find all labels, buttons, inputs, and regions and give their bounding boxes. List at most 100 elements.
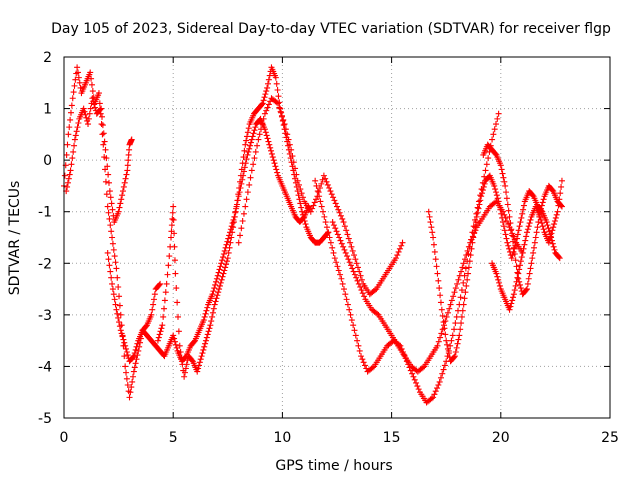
data-point — [173, 285, 180, 292]
data-point — [129, 378, 136, 385]
data-point — [434, 270, 441, 277]
data-point — [462, 289, 469, 296]
data-point — [177, 348, 184, 355]
data-point — [496, 202, 503, 209]
data-point — [128, 384, 135, 391]
y-tick-label: -2 — [38, 256, 52, 272]
data-point — [125, 151, 132, 158]
data-point — [126, 394, 133, 401]
data-point — [99, 113, 106, 120]
data-point — [105, 171, 112, 178]
data-point — [439, 312, 446, 319]
data-point — [471, 229, 478, 236]
data-point — [517, 258, 524, 265]
data-point — [457, 326, 464, 333]
data-point — [508, 300, 515, 307]
data-point — [510, 244, 517, 251]
x-axis-title: GPS time / hours — [275, 458, 392, 474]
data-point — [120, 183, 127, 190]
data-point — [74, 64, 81, 71]
data-point — [550, 224, 557, 231]
data-point — [230, 224, 237, 231]
data-point — [171, 257, 178, 264]
data-point — [409, 370, 416, 377]
data-point — [510, 233, 517, 240]
data-point — [470, 223, 477, 230]
data-point — [316, 184, 323, 191]
data-point — [236, 184, 243, 191]
data-point — [125, 157, 132, 164]
data-point — [356, 347, 363, 354]
data-point — [527, 265, 534, 272]
data-point — [459, 264, 466, 271]
data-point — [241, 164, 248, 171]
data-point — [121, 179, 128, 186]
data-point — [75, 74, 82, 81]
data-point — [245, 148, 252, 155]
data-point — [343, 296, 350, 303]
data-point — [313, 196, 320, 203]
data-point — [237, 232, 244, 239]
data-point — [89, 88, 96, 95]
data-point — [492, 199, 499, 206]
data-point — [348, 243, 355, 250]
data-point — [356, 268, 363, 275]
data-point — [399, 239, 406, 246]
data-point — [249, 133, 256, 140]
data-point — [503, 189, 510, 196]
data-point — [512, 282, 519, 289]
data-point — [316, 193, 323, 200]
data-point — [463, 282, 470, 289]
data-point — [171, 335, 178, 342]
data-point — [518, 254, 525, 261]
data-point — [194, 368, 201, 375]
data-point — [295, 181, 302, 188]
data-point — [123, 375, 130, 382]
data-point — [203, 307, 210, 314]
data-point — [248, 136, 255, 143]
data-point — [251, 155, 258, 162]
data-point — [67, 116, 74, 123]
data-point — [109, 234, 116, 241]
data-point — [454, 280, 461, 287]
data-point — [212, 281, 219, 288]
data-point — [64, 141, 71, 148]
data-point — [69, 155, 76, 162]
data-point — [521, 241, 528, 248]
data-point — [150, 296, 157, 303]
data-point — [297, 200, 304, 207]
data-point — [311, 199, 318, 206]
data-point — [123, 369, 130, 376]
data-point — [251, 127, 258, 134]
data-point — [98, 105, 105, 112]
data-point — [300, 214, 307, 221]
data-point — [248, 167, 255, 174]
data-point — [130, 353, 137, 360]
data-point — [510, 291, 517, 298]
data-point — [504, 239, 511, 246]
data-point — [374, 310, 381, 317]
data-point — [358, 276, 365, 283]
data-point — [337, 271, 344, 278]
data-point — [255, 136, 262, 143]
data-point — [109, 286, 116, 293]
data-point — [495, 276, 502, 283]
data-point — [439, 370, 446, 377]
data-point — [102, 178, 109, 185]
data-point — [106, 215, 113, 222]
y-tick-label: 0 — [43, 153, 52, 169]
data-point — [495, 110, 502, 117]
data-point — [76, 79, 83, 86]
data-point — [553, 211, 560, 218]
data-point — [511, 251, 518, 258]
data-point — [133, 356, 140, 363]
data-point — [273, 99, 280, 106]
data-point — [353, 274, 360, 281]
data-point — [118, 330, 125, 337]
data-point — [499, 219, 506, 226]
satellite-track-2 — [63, 95, 135, 226]
data-point — [511, 287, 518, 294]
data-point — [497, 162, 504, 169]
data-point — [278, 112, 285, 119]
data-point — [475, 205, 482, 212]
